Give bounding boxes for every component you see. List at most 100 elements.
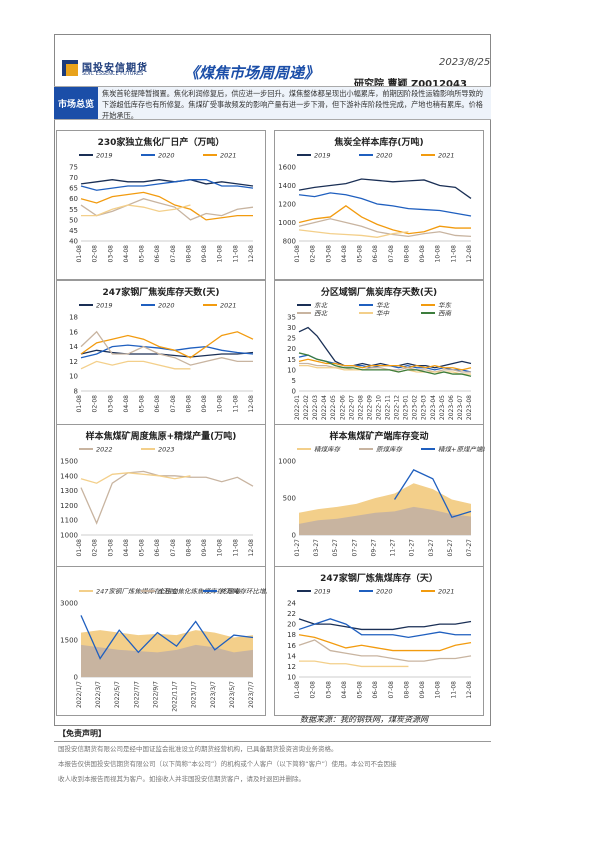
x-tick-label: 2023-07	[457, 395, 464, 420]
y-tick-label: 1000	[278, 219, 296, 227]
y-tick-label: 24	[287, 600, 296, 608]
x-tick-label: 07-27	[466, 539, 473, 557]
market-overview: 市场总览 焦炭首轮提降暂搁置。焦化利润修复后，供应进一步回升。煤焦整体都呈现出小…	[54, 86, 491, 120]
y-tick-label: 1600	[278, 164, 296, 172]
disclaimer-line: 国投安信期货有限公司是经中国证监会批准设立的期货经营机构，已具备期货投资咨询业务…	[58, 745, 338, 753]
legend-label: 华中	[376, 310, 390, 318]
x-tick-label: 2023/5/7	[229, 681, 236, 708]
legend-label: 2020	[376, 152, 393, 160]
x-tick-label: 2022-02	[303, 395, 310, 420]
legend-label: 西南	[438, 310, 453, 318]
x-tick-label: 04-08	[123, 539, 130, 557]
chart-panel-2: 焦炭全样本库存(万吨) 800 1000 1200 1400 1600 01-08 02-08…	[274, 130, 484, 280]
legend-label: 精煤库存	[314, 446, 342, 454]
logo-en-text: SDIC ESSENCE FUTURES	[82, 71, 144, 77]
x-tick-label: 07-27	[351, 539, 358, 557]
y-tick-label: 30	[287, 324, 296, 332]
series-line	[298, 326, 472, 369]
x-tick-label: 07-08	[170, 245, 177, 263]
y-tick-label: 1000	[278, 458, 296, 466]
y-tick-label: 1000	[60, 532, 78, 540]
x-tick-label: 01-08	[294, 681, 301, 699]
series-line	[298, 618, 472, 631]
y-tick-label: 10	[69, 373, 78, 381]
x-tick-label: 03-08	[107, 395, 114, 413]
chart-title: 样本焦煤矿周度焦原+精煤产量(万吨)	[85, 432, 237, 442]
y-tick-label: 1100	[60, 517, 78, 525]
x-tick-label: 07-08	[170, 539, 177, 557]
x-tick-label: 2022/5/7	[114, 681, 121, 708]
legend-label: 原煤库存	[376, 446, 404, 454]
x-tick-label: 08-08	[403, 681, 410, 699]
y-tick-label: 14	[287, 652, 296, 660]
logo-cn-text: 国投安信期货	[82, 63, 148, 74]
y-tick-label: 1300	[60, 487, 78, 495]
x-tick-label: 01-27	[294, 539, 301, 557]
x-tick-label: 2022-05	[330, 395, 337, 420]
x-tick-label: 03-08	[107, 245, 114, 263]
legend-label: 2021	[438, 152, 455, 160]
x-tick-label: 12-08	[466, 681, 473, 699]
chart-title: 230家独立焦化厂日产（万吨）	[97, 138, 225, 148]
x-tick-label: 01-08	[294, 245, 301, 263]
x-tick-label: 08-08	[185, 245, 192, 263]
series-line	[80, 349, 254, 358]
x-tick-label: 07-08	[388, 681, 395, 699]
x-tick-label: 03-08	[107, 539, 114, 557]
y-tick-label: 65	[69, 185, 78, 193]
x-tick-label: 05-08	[357, 681, 364, 699]
x-tick-label: 2022-03	[312, 395, 319, 420]
x-tick-label: 09-08	[419, 245, 426, 263]
legend-label: 2020	[158, 302, 175, 310]
legend-label: 2021	[438, 588, 455, 596]
x-tick-label: 04-08	[341, 681, 348, 699]
series-line	[299, 660, 409, 668]
x-tick-label: 11-27	[390, 539, 397, 557]
x-tick-label: 2022/7/7	[133, 681, 140, 708]
x-tick-label: 2022-10	[375, 395, 382, 420]
series-line	[298, 618, 471, 639]
series-line	[299, 362, 471, 373]
x-tick-label: 2023-04	[430, 395, 437, 420]
series-line	[80, 331, 254, 359]
x-tick-label: 09-08	[419, 681, 426, 699]
y-tick-label: 60	[69, 195, 78, 203]
series-line	[298, 218, 472, 238]
series-line	[298, 192, 472, 217]
x-tick-label: 2023/7/7	[248, 681, 255, 708]
series-line	[80, 360, 191, 370]
disclaimer-line: 收人收到本报告而视其为客户。如接收人并非国投安信期货客户，请及时退回并删除。	[58, 775, 305, 783]
y-tick-label: 0	[74, 674, 78, 682]
series-line	[298, 205, 471, 235]
chart-svg: 10 12 14 16 18 20 22 24 01-08 02-08 03-08 04-08 05-0…	[287, 588, 473, 699]
y-tick-label: 1400	[60, 472, 78, 480]
chart-panel-7: 0 1500 3000 2022/1/7 2022/3/7 2022/5/7 2022/7/…	[56, 566, 267, 716]
series-line	[298, 352, 472, 377]
chart-panel-8: 247家钢厂炼焦煤库存（天） 10 12 14 16 18 20 22 24 01-08 02-08…	[274, 566, 484, 716]
y-tick-label: 1400	[278, 182, 296, 190]
y-tick-label: 0	[292, 388, 296, 396]
x-tick-label: 12-08	[248, 395, 255, 413]
page-frame	[54, 34, 491, 726]
legend-label: 2022	[96, 446, 113, 454]
legend-label: 精煤+原煤产端库存环比	[438, 446, 485, 454]
header: 国投安信期货 SDIC ESSENCE FUTURES 《煤焦市场周周递》 20…	[54, 34, 491, 90]
chart-title: 247家钢厂焦炭库存天数(天)	[102, 288, 220, 298]
report-author: 研究院 曹颖 Z0012043	[354, 79, 467, 90]
x-tick-label: 10-08	[217, 539, 224, 557]
y-tick-label: 500	[283, 495, 296, 503]
y-tick-label: 800	[283, 238, 296, 246]
x-tick-label: 03-08	[325, 681, 332, 699]
series-line	[80, 344, 254, 359]
y-tick-label: 18	[69, 314, 78, 322]
x-tick-label: 05-27	[332, 539, 339, 557]
x-tick-label: 01-08	[76, 245, 83, 263]
x-tick-label: 2022-09	[366, 395, 373, 420]
x-tick-label: 2022-12	[394, 395, 401, 420]
chart-svg: 800 1000 1200 1400 1600 01-08 02-08 03-08 04-08 0…	[278, 152, 473, 263]
series-area	[299, 506, 471, 535]
x-tick-label: 06-08	[372, 681, 379, 699]
x-tick-label: 01-27	[409, 539, 416, 557]
x-tick-label: 11-08	[450, 681, 457, 699]
chart-svg: 8 10 12 14 16 18 01-08 02-08 03-08 04-08 05-08 06-0…	[69, 302, 255, 413]
